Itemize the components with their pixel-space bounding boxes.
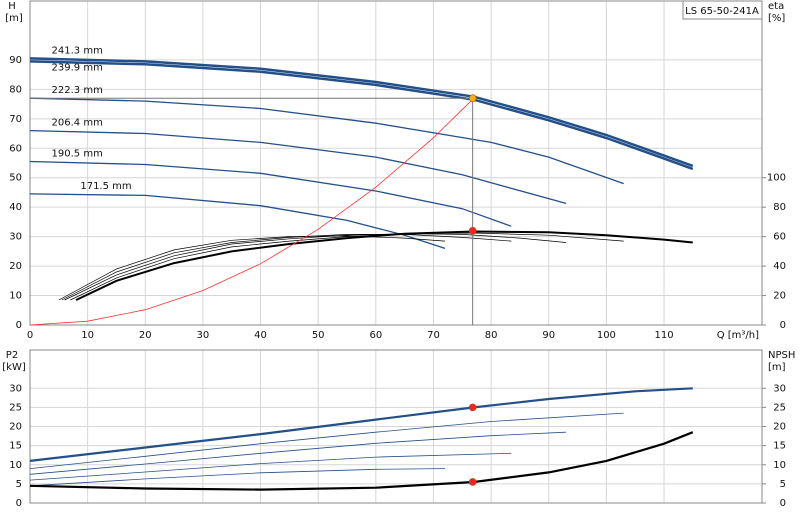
y-tick-label: 70 xyxy=(9,114,22,125)
y2-axis-title: NPSH xyxy=(768,350,795,361)
operating-point xyxy=(468,226,477,235)
y2-tick-label: 30 xyxy=(773,383,786,394)
y-tick-label: 10 xyxy=(9,460,22,471)
curve xyxy=(29,97,624,185)
curve xyxy=(29,468,446,487)
y2-tick-label: 20 xyxy=(773,291,786,302)
curve xyxy=(29,160,512,227)
curve xyxy=(29,387,693,462)
y2-tick-label: 0 xyxy=(780,498,786,509)
y2-tick-label: 25 xyxy=(773,402,786,413)
x-tick-label: 100 xyxy=(597,330,616,341)
y-axis-unit: [kW] xyxy=(2,362,26,373)
x-tick-label: 90 xyxy=(542,330,555,341)
curve xyxy=(29,129,567,205)
y-tick-label: 60 xyxy=(9,143,22,154)
y-tick-label: 10 xyxy=(9,291,22,302)
chart-title: LS 65-50-241A xyxy=(685,6,759,17)
curve-label: 190.5 mm xyxy=(52,149,103,160)
y2-tick-label: 100 xyxy=(767,173,786,184)
y2-tick-label: 0 xyxy=(780,320,786,331)
curve xyxy=(75,230,693,301)
curve xyxy=(29,97,475,326)
y2-tick-label: 40 xyxy=(773,261,786,272)
title-box xyxy=(682,0,763,20)
y-tick-label: 15 xyxy=(9,441,22,452)
operating-point xyxy=(468,403,477,412)
curve-label: 241.3 mm xyxy=(52,45,103,56)
y-tick-label: 25 xyxy=(9,402,22,413)
x-tick-label: 40 xyxy=(254,330,267,341)
curve xyxy=(70,232,624,301)
y2-axis-title: eta xyxy=(768,1,784,12)
curve xyxy=(29,57,694,168)
x-tick-label: 20 xyxy=(139,330,152,341)
y2-tick-label: 5 xyxy=(780,479,786,490)
x-tick-label: 30 xyxy=(197,330,210,341)
y2-tick-label: 10 xyxy=(773,460,786,471)
curve-label: 171.5 mm xyxy=(80,181,131,192)
y2-tick-label: 80 xyxy=(773,202,786,213)
x-tick-label: 10 xyxy=(81,330,94,341)
curve-label: 222.3 mm xyxy=(52,85,103,96)
y2-axis-unit: [m] xyxy=(768,362,786,373)
y-tick-label: 0 xyxy=(16,498,22,509)
curve xyxy=(58,235,446,301)
y2-tick-label: 60 xyxy=(773,232,786,243)
y-axis-title: P2 xyxy=(6,350,18,361)
curve xyxy=(61,234,512,301)
y-axis-title: H xyxy=(8,1,16,12)
curve xyxy=(29,193,446,250)
curve xyxy=(64,233,567,301)
curve xyxy=(29,452,512,481)
y-tick-label: 20 xyxy=(9,261,22,272)
x-tick-label: 0 xyxy=(27,330,33,341)
y-axis-unit: [m] xyxy=(5,13,23,24)
plot-frame xyxy=(29,349,763,504)
y-tick-label: 0 xyxy=(16,320,22,331)
y2-axis-unit: [%] xyxy=(768,13,785,24)
x-tick-label: 110 xyxy=(654,330,673,341)
x-tick-label: 70 xyxy=(427,330,440,341)
curve xyxy=(29,431,694,491)
y2-tick-label: 15 xyxy=(773,441,786,452)
y-tick-label: 90 xyxy=(9,55,22,66)
y-tick-label: 30 xyxy=(9,232,22,243)
curve xyxy=(29,431,567,475)
curve-label: 239.9 mm xyxy=(52,62,103,73)
y-tick-label: 30 xyxy=(9,383,22,394)
curve xyxy=(29,412,624,469)
curve xyxy=(29,60,694,171)
x-axis-title: Q [m³/h] xyxy=(717,330,759,341)
x-tick-label: 80 xyxy=(485,330,498,341)
curve-label: 206.4 mm xyxy=(52,118,103,129)
y-tick-label: 20 xyxy=(9,422,22,433)
y2-tick-label: 20 xyxy=(773,422,786,433)
y-tick-label: 5 xyxy=(16,479,22,490)
y-tick-label: 50 xyxy=(9,173,22,184)
y-tick-label: 40 xyxy=(9,202,22,213)
operating-point xyxy=(468,478,477,486)
operating-point xyxy=(468,94,477,102)
x-tick-label: 50 xyxy=(312,330,325,341)
x-tick-label: 60 xyxy=(369,330,382,341)
plot-frame xyxy=(29,0,763,326)
y-tick-label: 80 xyxy=(9,84,22,95)
